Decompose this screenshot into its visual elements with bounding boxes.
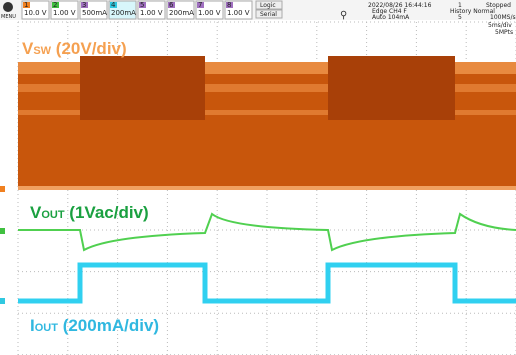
channel-number: 3 bbox=[82, 1, 86, 9]
channel-number: 8 bbox=[227, 1, 231, 9]
channel-number: 6 bbox=[169, 1, 174, 9]
trace-label-rest: (200mA/div) bbox=[58, 316, 159, 335]
trace-label-rest: (20V/div) bbox=[51, 39, 127, 58]
channel-scale: 10.0 V bbox=[24, 9, 47, 17]
trace-label: VOUT (1Vac/div) bbox=[30, 203, 149, 222]
channel-scale: 1.00 V bbox=[198, 9, 221, 17]
run-state: Stopped bbox=[486, 2, 511, 9]
channel-scale: 500mA bbox=[82, 9, 107, 17]
vout-trace bbox=[18, 212, 516, 252]
menu-icon[interactable] bbox=[3, 2, 13, 12]
channel-number: 5 bbox=[140, 1, 144, 9]
channel-scale: 1.00 V bbox=[227, 9, 250, 17]
trace-label-main: V bbox=[22, 39, 34, 58]
ch4-marker bbox=[0, 298, 5, 304]
channel-tag bbox=[139, 2, 146, 8]
channel-tag bbox=[81, 2, 88, 8]
channel-number: 1 bbox=[24, 1, 28, 9]
channel-scale: 1.00 V bbox=[53, 9, 76, 17]
menu-button[interactable] bbox=[255, 0, 283, 10]
channel-scale: 200mA bbox=[111, 9, 136, 17]
timestamp: 2022/08/26 16:44:16 bbox=[368, 2, 432, 9]
channel-tag bbox=[168, 2, 175, 8]
ch1-marker bbox=[0, 186, 5, 192]
zoom-icon[interactable]: ⚲ bbox=[340, 10, 347, 21]
channel-number: 7 bbox=[198, 1, 202, 9]
trace-label-rest: (1Vac/div) bbox=[65, 203, 149, 222]
trace-label: IOUT (200mA/div) bbox=[30, 316, 159, 335]
trace-label-sub: OUT bbox=[35, 322, 59, 334]
history-count: 5 bbox=[458, 14, 462, 21]
trigger-level: Auto 104mA bbox=[372, 14, 410, 21]
vsw-stripe bbox=[18, 110, 516, 115]
channel-tag bbox=[52, 2, 59, 8]
channel-tag bbox=[197, 2, 204, 8]
trace-label-sub: OUT bbox=[41, 209, 65, 221]
channel-scale: 1.00 V bbox=[140, 9, 163, 17]
points: 5MPts bbox=[495, 29, 513, 36]
ch2-marker bbox=[0, 228, 5, 234]
trace-label-main: V bbox=[30, 203, 42, 222]
channel-scale: 200mA bbox=[169, 9, 194, 17]
vsw-stripe bbox=[18, 84, 516, 92]
channel-tag bbox=[110, 2, 117, 8]
trace-label: VSW (20V/div) bbox=[22, 39, 127, 58]
history: History Normal bbox=[450, 8, 495, 15]
trace-label-sub: SW bbox=[33, 45, 51, 57]
vsw-burst bbox=[80, 56, 205, 120]
channel-tag bbox=[226, 2, 233, 8]
vsw-floor bbox=[18, 186, 516, 190]
sample-rate: 100MS/s bbox=[490, 14, 516, 21]
menu-button-label: Serial bbox=[260, 11, 277, 18]
menu-label[interactable]: MENU bbox=[1, 14, 16, 20]
vsw-burst bbox=[328, 56, 455, 120]
menu-button-label: Logic bbox=[260, 2, 276, 9]
acq-count: 1 bbox=[458, 2, 462, 9]
iout-trace bbox=[18, 262, 516, 304]
trigger: Edge CH4 F bbox=[372, 8, 407, 15]
channel-tag bbox=[23, 2, 30, 8]
menu-button[interactable] bbox=[255, 9, 283, 19]
channel-number: 4 bbox=[111, 1, 116, 9]
trace-label-main: I bbox=[30, 316, 35, 335]
timebase: 5ms/div bbox=[488, 22, 512, 29]
channel-number: 2 bbox=[53, 1, 57, 9]
